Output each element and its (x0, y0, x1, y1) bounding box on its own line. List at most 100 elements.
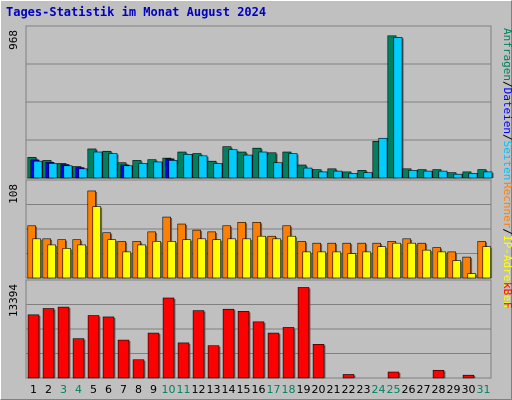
legend-entry: Rechner (501, 182, 512, 229)
bar-kb-f (252, 321, 265, 379)
x-tick-label: 16 (252, 383, 266, 396)
bar-seiten (303, 167, 313, 179)
bar-ip-adressen (77, 244, 86, 279)
bar-seiten (363, 172, 373, 179)
x-tick-label: 7 (120, 383, 127, 396)
bar-seiten (78, 168, 88, 179)
bar-seiten (333, 170, 343, 179)
bar-ip-adressen (467, 273, 476, 279)
bar-kb-f (132, 359, 145, 379)
bar-seiten (138, 163, 148, 179)
bar-seiten (243, 154, 253, 179)
bar-kb-f (72, 338, 85, 379)
x-tick-label: 15 (237, 383, 251, 396)
bar-ip-adressen (392, 242, 401, 279)
bar-seiten (318, 171, 328, 179)
bar-seiten (48, 163, 58, 179)
legend-entry: kB F (501, 282, 512, 309)
bar-ip-adressen (362, 251, 371, 279)
x-tick-label: 26 (402, 383, 416, 396)
bar-seiten (408, 170, 418, 179)
bar-kb-f (342, 374, 355, 379)
x-tick-label: 19 (297, 383, 311, 396)
bar-seiten (228, 149, 238, 179)
bar-ip-adressen (92, 206, 101, 279)
x-tick-label: 14 (222, 383, 236, 396)
x-tick-label: 10 (162, 383, 176, 396)
bar-seiten (108, 153, 118, 179)
bar-ip-adressen (287, 235, 296, 279)
bar-seiten (258, 151, 268, 179)
x-tick-label: 29 (447, 383, 461, 396)
bar-seiten (153, 161, 163, 179)
bar-ip-adressen (302, 251, 311, 279)
legend-entry: Anfragen (501, 28, 512, 81)
bar-ip-adressen (47, 244, 56, 279)
bar-ip-adressen (332, 251, 341, 279)
bar-ip-adressen (422, 249, 431, 279)
x-tick-label: 17 (267, 383, 281, 396)
bar-ip-adressen (167, 241, 176, 279)
bar-kb-f (297, 287, 310, 379)
bar-seiten (438, 170, 448, 179)
bar-seiten (33, 160, 43, 179)
bar-ip-adressen (437, 251, 446, 279)
bar-kb-f (222, 308, 235, 379)
bar-seiten (483, 171, 493, 179)
x-tick-label: 25 (387, 383, 401, 396)
legend-entry: IP-Adressen (501, 235, 512, 308)
bar-ip-adressen (317, 251, 326, 279)
x-tick-label: 31 (477, 383, 491, 396)
bar-rechner (462, 256, 471, 279)
bar-kb-f (312, 344, 325, 379)
bar-kb-f (192, 310, 205, 379)
bar-seiten (93, 151, 103, 179)
bar-kb-f (27, 314, 40, 379)
bar-seiten (468, 173, 478, 179)
bar-kb-f (147, 332, 160, 379)
legend-entry: Seiten (501, 141, 512, 181)
bar-seiten (273, 162, 283, 179)
x-tick-label: 4 (75, 383, 82, 396)
bar-seiten (423, 170, 433, 179)
bar-ip-adressen (272, 238, 281, 279)
bar-seiten (63, 165, 73, 179)
bar-ip-adressen (227, 238, 236, 279)
bar-kb-f (102, 316, 115, 379)
x-tick-label: 6 (105, 383, 112, 396)
bar-seiten (378, 137, 388, 179)
bar-ip-adressen (122, 251, 131, 279)
x-tick-label: 28 (432, 383, 446, 396)
bar-kb-f (387, 371, 400, 379)
bar-kb-f (432, 369, 445, 379)
panel-bottom-ymax-label: 13394 (7, 284, 20, 317)
bar-ip-adressen (62, 248, 71, 279)
bar-seiten (288, 153, 298, 179)
x-tick-label: 20 (312, 383, 326, 396)
bar-ip-adressen (182, 239, 191, 279)
x-tick-label: 2 (45, 383, 52, 396)
x-tick-label: 23 (357, 383, 371, 396)
bar-kb-f (267, 332, 280, 379)
bar-seiten (198, 155, 208, 179)
bar-kb-f (207, 345, 220, 379)
x-tick-label: 24 (372, 383, 386, 396)
bar-kb-f (237, 311, 250, 379)
bar-ip-adressen (242, 238, 251, 279)
bar-ip-adressen (347, 253, 356, 279)
legend-entry: / (501, 228, 512, 235)
bar-kb-f (57, 306, 70, 379)
bar-seiten (213, 163, 223, 179)
bar-ip-adressen (377, 246, 386, 279)
chart-title: Tages-Statistik im Monat August 2024 (6, 5, 267, 19)
x-tick-label: 12 (192, 383, 206, 396)
bar-kb-f (87, 315, 100, 379)
bar-ip-adressen (197, 238, 206, 279)
bar-ip-adressen (407, 242, 416, 279)
bar-seiten (168, 160, 178, 179)
panel-middle-legend: Rechner/IP-Adressen (501, 182, 512, 308)
bar-ip-adressen (212, 239, 221, 279)
panel-middle-ymax-label: 108 (7, 184, 20, 204)
panel-bottom-legend: kB F (501, 282, 512, 309)
